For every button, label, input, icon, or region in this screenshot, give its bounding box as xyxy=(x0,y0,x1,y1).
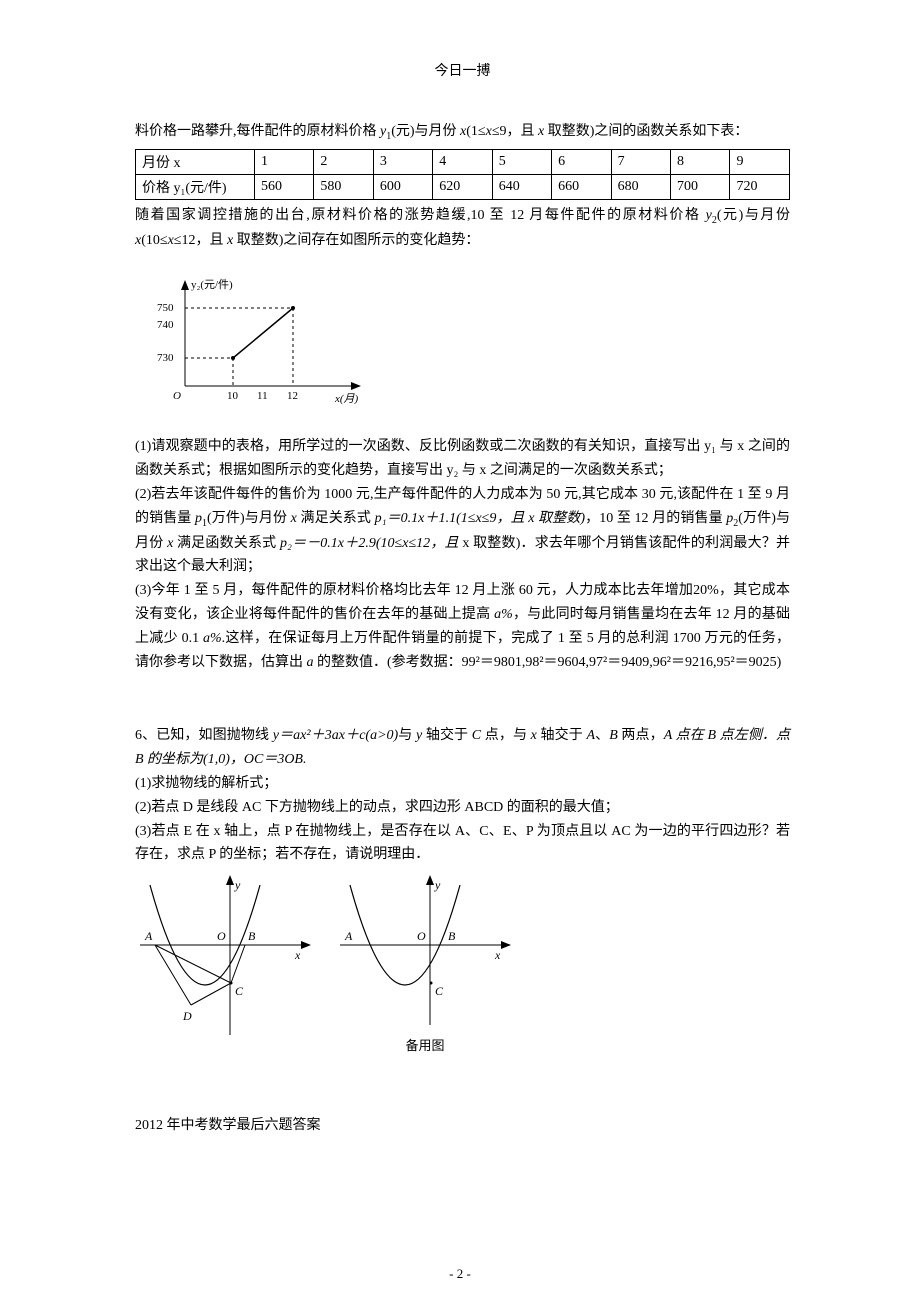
row-label: 月份 x xyxy=(136,149,255,174)
table-row: 月份 x 1 2 3 4 5 6 7 8 9 xyxy=(136,149,790,174)
cell: 7 xyxy=(611,149,670,174)
var-B: B xyxy=(609,728,618,743)
t: (万件)与月份 xyxy=(207,511,291,526)
answers-heading: 2012 年中考数学最后六题答案 xyxy=(135,1114,790,1134)
problem-6: 6、已知，如图抛物线 y＝ax²＋3ax＋c(a>0)与 y 轴交于 C 点，与… xyxy=(135,724,790,772)
lbl-A: A xyxy=(344,929,353,943)
lbl-D: D xyxy=(182,1009,192,1023)
lbl-y: y xyxy=(434,878,441,892)
intro-1: 料价格一路攀升,每件配件的原材料价格 y1(元)与月份 x(1≤x≤9，且 x … xyxy=(135,120,790,145)
problem-6-q2: (2)若点 D 是线段 AC 下方抛物线上的动点，求四边形 ABCD 的面积的最… xyxy=(135,796,790,820)
t: 6、已知，如图抛物线 xyxy=(135,728,273,743)
parabola-fig-2-wrap: y x O A B C 备用图 xyxy=(335,875,515,1054)
cell: 8 xyxy=(671,149,730,174)
row-label: 价格 y₁(元/件) xyxy=(136,174,255,199)
intro-2: 随着国家调控措施的出台,原材料价格的涨势趋缓,10 至 12 月每件配件的原材料… xyxy=(135,204,790,253)
cell: 2 xyxy=(314,149,373,174)
cell: 720 xyxy=(730,174,790,199)
t: 轴交于 xyxy=(422,728,472,743)
lbl-B: B xyxy=(248,929,256,943)
cell: 9 xyxy=(730,149,790,174)
origin-label: O xyxy=(173,390,181,402)
cell: 620 xyxy=(433,174,492,199)
cell: 6 xyxy=(552,149,611,174)
lbl-C: C xyxy=(435,984,444,998)
t: 料价格一路攀升,每件配件的原材料价格 xyxy=(135,124,380,139)
xtick: 12 xyxy=(287,390,298,402)
table-row: 价格 y₁(元/件) 560 580 600 620 640 660 680 7… xyxy=(136,174,790,199)
lbl-y: y xyxy=(234,878,241,892)
problem-6-q1: (1)求抛物线的解析式； xyxy=(135,772,790,796)
t: 取整数)之间存在如图所示的变化趋势： xyxy=(233,233,479,248)
t: 的整数值．(参考数据：99²＝9801,98²＝9604,97²＝9409,96… xyxy=(314,655,782,670)
eq: p₂＝－0.1x＋2.9(10≤x≤12，且 xyxy=(280,536,459,551)
var-a: a% xyxy=(494,607,513,622)
t: ≤9，且 xyxy=(492,124,538,139)
t: 点，与 xyxy=(481,728,531,743)
y2-chart: 730 740 750 10 11 12 y₂(元/件) x(月) O xyxy=(135,266,790,421)
cell: 4 xyxy=(433,149,492,174)
var-A: A xyxy=(586,728,595,743)
lbl-x: x xyxy=(494,948,501,962)
cell: 5 xyxy=(492,149,551,174)
page-number: - 2 - xyxy=(0,1266,920,1282)
x-axis-label: x(月) xyxy=(334,393,359,405)
var-p1: p xyxy=(195,511,202,526)
cell: 600 xyxy=(373,174,432,199)
var-a: a% xyxy=(203,631,222,646)
parabola-fig-1: y x O A B C D xyxy=(135,875,315,1045)
t: 、 xyxy=(595,728,609,743)
lbl-A: A xyxy=(144,929,153,943)
price-table: 月份 x 1 2 3 4 5 6 7 8 9 价格 y₁(元/件) 560 58… xyxy=(135,149,790,200)
t: 随着国家调控措施的出台,原材料价格的涨势趋缓,10 至 12 月每件配件的原材料… xyxy=(135,208,706,223)
question-1: (1)请观察题中的表格，用所学过的一次函数、反比例函数或二次函数的有关知识，直接… xyxy=(135,435,790,483)
header-title: 今日一搏 xyxy=(435,64,491,79)
lbl-C: C xyxy=(235,984,244,998)
var-a: a xyxy=(307,655,314,670)
eq: y＝ax²＋3ax＋c(a>0) xyxy=(273,728,398,743)
cell: 580 xyxy=(314,174,373,199)
ytick: 730 xyxy=(157,352,174,364)
problem-6-q3: (3)若点 E 在 x 轴上，点 P 在抛物线上，是否存在以 A、C、E、P 为… xyxy=(135,820,790,868)
question-2: (2)若去年该配件每件的售价为 1000 元,生产每件配件的人力成本为 50 元… xyxy=(135,483,790,579)
ytick: 740 xyxy=(157,319,174,331)
t: 满足关系式 xyxy=(297,511,375,526)
page-header: 今日一搏 xyxy=(135,60,790,80)
cell: 680 xyxy=(611,174,670,199)
t: (元)与月份 xyxy=(717,208,790,223)
t: 两点， xyxy=(618,728,664,743)
t: 取整数)之间的函数关系如下表： xyxy=(544,124,748,139)
t: 满足函数关系式 xyxy=(173,536,280,551)
lbl-O: O xyxy=(417,929,426,943)
parabola-fig-2: y x O A B C xyxy=(335,875,515,1030)
cell: 660 xyxy=(552,174,611,199)
ytick: 750 xyxy=(157,302,174,314)
lbl-O: O xyxy=(217,929,226,943)
t: (1≤ xyxy=(466,124,485,139)
eq: p₁＝0.1x＋1.1(1≤x≤9，且 x 取整数) xyxy=(375,511,585,526)
y-axis-label: y₂(元/件) xyxy=(191,278,233,291)
cell: 700 xyxy=(671,174,730,199)
cell: 1 xyxy=(254,149,313,174)
cell: 560 xyxy=(254,174,313,199)
question-3: (3)今年 1 至 5 月，每件配件的原材料价格均比去年 12 月上涨 60 元… xyxy=(135,579,790,674)
t: 轴交于 xyxy=(537,728,587,743)
t: ，10 至 12 月的销售量 xyxy=(585,511,726,526)
fig-caption: 备用图 xyxy=(335,1035,515,1054)
lbl-B: B xyxy=(448,929,456,943)
t: (元)与月份 xyxy=(391,124,460,139)
t: ≤12，且 xyxy=(174,233,227,248)
var-C: C xyxy=(472,728,481,743)
t: (10≤ xyxy=(141,233,167,248)
xtick: 10 xyxy=(227,390,239,402)
xtick: 11 xyxy=(257,390,268,402)
cell: 640 xyxy=(492,174,551,199)
t: 与 xyxy=(398,728,416,743)
lbl-x: x xyxy=(294,948,301,962)
cell: 3 xyxy=(373,149,432,174)
parabola-figures: y x O A B C D xyxy=(135,875,790,1054)
